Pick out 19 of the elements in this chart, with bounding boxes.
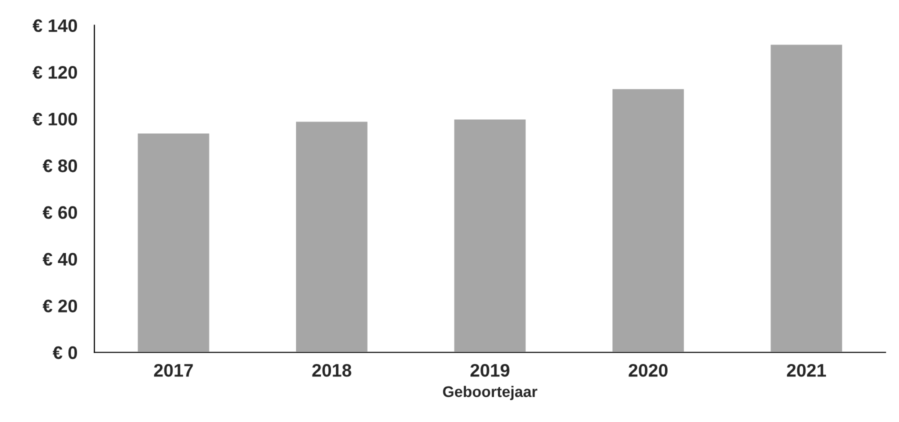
bar: [294, 120, 369, 352]
x-tick-label: 2020: [628, 364, 668, 377]
bar: [452, 118, 528, 352]
bar: [611, 88, 686, 352]
x-tick-label: 2021: [786, 364, 826, 377]
y-tick-label: € 20: [42, 300, 77, 312]
y-tick-label: € 60: [42, 206, 77, 219]
x-tick-label: 2019: [470, 364, 510, 377]
y-tick-label: € 40: [42, 252, 77, 266]
y-tick-label: € 100: [32, 112, 77, 126]
y-tick-label: € 80: [42, 159, 77, 172]
x-axis-title: Geboortejaar: [443, 386, 538, 400]
y-tick-label: € 120: [32, 66, 77, 79]
y-tick-label: € 140: [32, 19, 77, 32]
y-tick-label: € 0: [52, 346, 77, 360]
x-tick-label: 2017: [154, 364, 193, 377]
bar: [136, 132, 211, 352]
x-tick-label: 2018: [312, 364, 352, 377]
bar: [769, 43, 844, 352]
